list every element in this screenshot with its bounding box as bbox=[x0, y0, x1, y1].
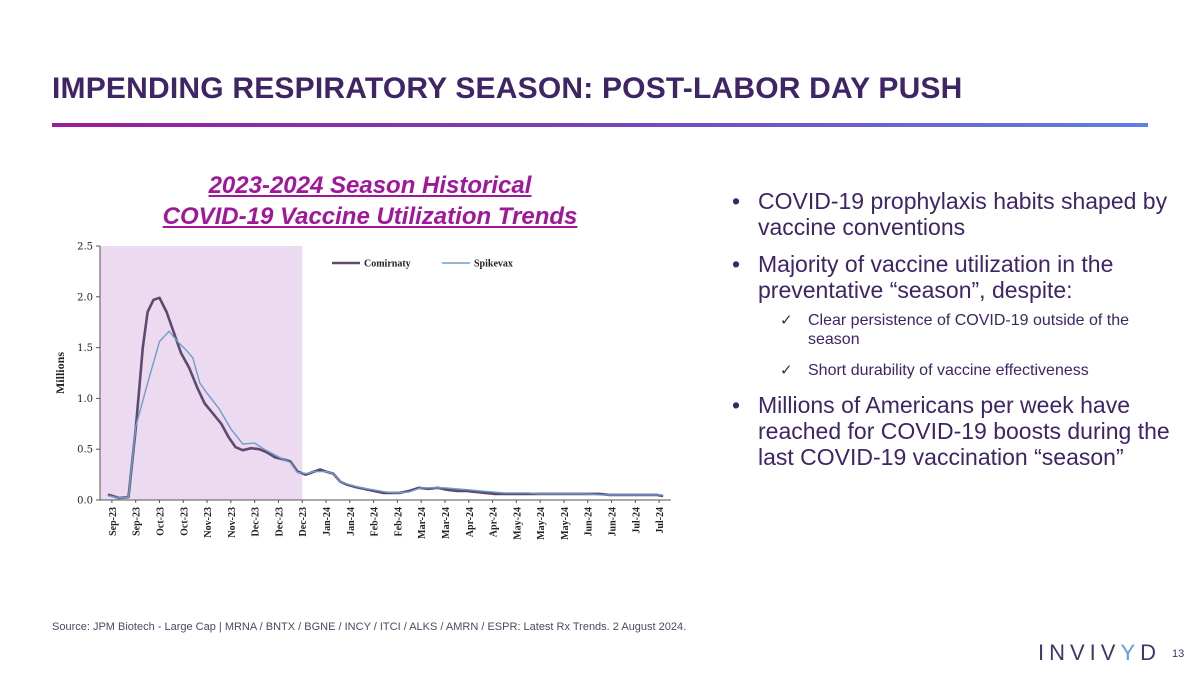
series-line-spikevax bbox=[108, 330, 663, 499]
logo-text: INVIV bbox=[1038, 640, 1121, 665]
bullet-text: COVID-19 prophylaxis habits shaped by va… bbox=[758, 188, 1168, 240]
slide-title: IMPENDING RESPIRATORY SEASON: POST-LABOR… bbox=[52, 72, 963, 105]
x-tick-label: Apr-24 bbox=[489, 507, 500, 537]
sub-bullet-item: ✓ Short durability of vaccine effectiven… bbox=[758, 361, 1172, 380]
x-tick-label: May-24 bbox=[536, 507, 547, 540]
legend-label-spikevax: Spikevax bbox=[474, 259, 513, 270]
x-tick-label: Mar-24 bbox=[417, 507, 428, 539]
bullet-item: • Millions of Americans per week have re… bbox=[732, 392, 1172, 470]
sub-bullet-text: Short durability of vaccine effectivenes… bbox=[808, 362, 1089, 379]
bullet-dot: • bbox=[732, 188, 741, 214]
x-tick-label: Jul-24 bbox=[655, 507, 666, 534]
bullet-dot: • bbox=[732, 251, 741, 277]
x-tick-label: Jun-24 bbox=[608, 507, 619, 536]
utilization-line-chart: 0.0 0.5 1.0 1.5 2.0 2.5 Millions Sep-23 Sep-23 Oc… bbox=[53, 242, 671, 540]
x-tick-label: Jun-24 bbox=[584, 507, 595, 536]
bullet-dot: • bbox=[732, 392, 741, 418]
chart-title-line1: 2023-2024 Season Historical bbox=[208, 172, 532, 199]
checkmark-icon: ✓ bbox=[780, 312, 793, 329]
y-tick-label: 2.5 bbox=[77, 242, 93, 253]
x-tick-label: Dec-23 bbox=[251, 507, 262, 536]
title-divider bbox=[52, 123, 1148, 127]
x-tick-label: Nov-23 bbox=[203, 507, 214, 538]
x-tick-label: Oct-23 bbox=[179, 507, 190, 536]
sub-bullet-text: Clear persistence of COVID-19 outside of… bbox=[808, 312, 1130, 348]
x-tick-label: Apr-24 bbox=[465, 507, 476, 537]
x-tick-label: Feb-24 bbox=[370, 507, 381, 536]
x-tick-label: Dec-23 bbox=[274, 507, 285, 536]
x-tick-label: Mar-24 bbox=[441, 507, 452, 539]
logo-accent: Y bbox=[1120, 640, 1141, 665]
y-tick-label: 1.5 bbox=[77, 343, 93, 354]
invivyd-logo: INVIVYD bbox=[1038, 640, 1161, 666]
x-tick-label: May-24 bbox=[512, 507, 523, 540]
x-tick-label: May-24 bbox=[560, 507, 571, 540]
x-tick-label: Jul-24 bbox=[631, 507, 642, 534]
chart-title: 2023-2024 Season Historical COVID-19 Vac… bbox=[120, 170, 620, 232]
bullet-item: • Majority of vaccine utilization in the… bbox=[732, 251, 1172, 380]
y-tick-label: 0.0 bbox=[77, 496, 93, 507]
y-tick-label: 1.0 bbox=[77, 394, 93, 405]
sub-bullet-item: ✓ Clear persistence of COVID-19 outside … bbox=[758, 311, 1172, 349]
x-tick-label: Nov-23 bbox=[227, 507, 238, 538]
x-tick-label: Sep-23 bbox=[132, 507, 143, 536]
legend-label-comirnaty: Comirnaty bbox=[364, 259, 411, 270]
page-number: 13 bbox=[1172, 648, 1185, 660]
x-tick-label: Feb-24 bbox=[393, 507, 404, 536]
bullet-list: • COVID-19 prophylaxis habits shaped by … bbox=[732, 188, 1172, 481]
x-tick-label: Jan-24 bbox=[346, 507, 357, 536]
season-shaded-region bbox=[100, 246, 303, 500]
bullet-text: Majority of vaccine utilization in the p… bbox=[758, 251, 1114, 303]
y-tick-label: 2.0 bbox=[77, 292, 93, 303]
x-tick-label: Jan-24 bbox=[322, 507, 333, 536]
bullet-text: Millions of Americans per week have reac… bbox=[758, 392, 1170, 470]
logo-tail: D bbox=[1140, 640, 1162, 665]
x-tick-label: Dec-23 bbox=[298, 507, 309, 536]
x-tick-label: Oct-23 bbox=[155, 507, 166, 536]
source-footnote: Source: JPM Biotech - Large Cap | MRNA /… bbox=[52, 621, 687, 633]
bullet-item: • COVID-19 prophylaxis habits shaped by … bbox=[732, 188, 1172, 240]
x-tick-label: Sep-23 bbox=[108, 507, 119, 536]
y-tick-label: 0.5 bbox=[77, 445, 93, 456]
sub-bullet-list: ✓ Clear persistence of COVID-19 outside … bbox=[758, 311, 1172, 380]
y-axis-label: Millions bbox=[53, 352, 67, 394]
checkmark-icon: ✓ bbox=[780, 362, 793, 379]
chart-title-line2: COVID-19 Vaccine Utilization Trends bbox=[162, 203, 578, 230]
